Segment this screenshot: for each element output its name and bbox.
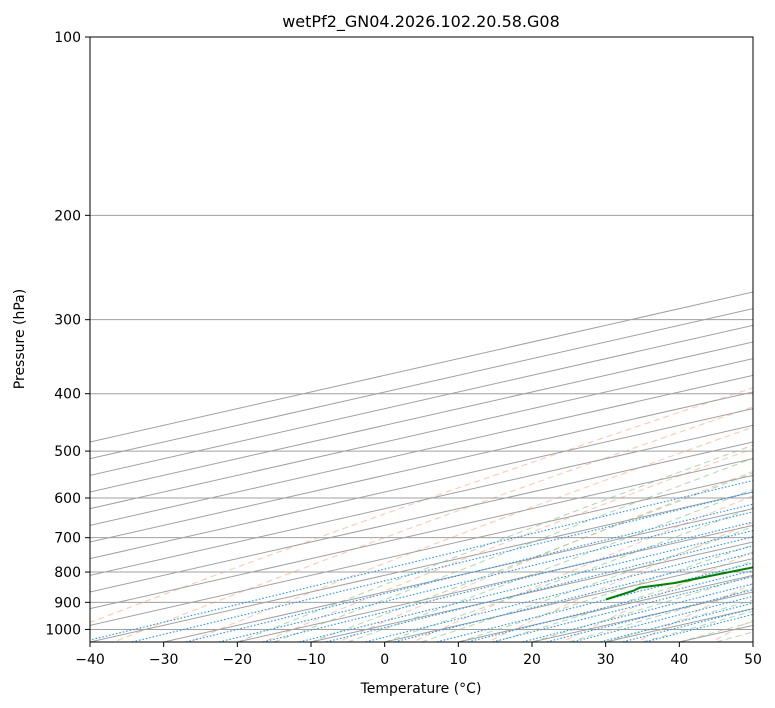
moist-adiabat — [421, 526, 753, 642]
y-tick-label: 500 — [54, 444, 81, 460]
x-tick-label: −30 — [149, 652, 179, 668]
isotherm — [384, 558, 753, 642]
moist-adiabat — [568, 587, 753, 642]
isotherm — [90, 308, 753, 460]
isotherm — [90, 374, 753, 526]
isotherm — [90, 408, 753, 560]
y-tick-label: 100 — [54, 30, 81, 46]
y-tick-label: 800 — [54, 565, 81, 581]
mixing-ratio-line — [544, 589, 753, 642]
moist-adiabat — [716, 631, 753, 642]
moist-adiabat — [237, 444, 753, 642]
isotherm — [237, 524, 753, 642]
isotherm — [163, 508, 753, 642]
mixing-ratio-line — [519, 583, 753, 642]
mixing-ratio-line — [323, 536, 753, 642]
x-tick-label: −20 — [223, 652, 253, 668]
x-tick-label: 20 — [523, 652, 541, 668]
x-tick-label: 10 — [449, 652, 467, 668]
x-axis-label: Temperature (°C) — [360, 681, 482, 697]
y-tick-label: 600 — [54, 491, 81, 507]
y-axis: 100 200 300 400 500 600 700 800 900 1000 — [45, 30, 90, 638]
mixing-ratio-line — [490, 575, 753, 642]
dry-adiabat — [112, 406, 753, 642]
x-tick-label: 30 — [597, 652, 615, 668]
mixing-ratio-line — [434, 562, 753, 642]
x-tick-label: −40 — [75, 652, 105, 668]
isotherm — [90, 458, 753, 610]
y-tick-label: 900 — [54, 595, 81, 611]
isotherm — [90, 491, 753, 642]
isotherm — [531, 591, 753, 642]
mixing-ratio-line — [260, 521, 753, 642]
plot-area — [90, 37, 753, 642]
y-tick-label: 300 — [54, 313, 81, 329]
moist-adiabat — [531, 574, 753, 642]
y-tick-label: 1000 — [45, 622, 81, 638]
isotherm — [90, 341, 753, 493]
dry-adiabat — [561, 550, 753, 642]
y-tick-label: 400 — [54, 387, 81, 403]
isotherm — [90, 291, 753, 443]
isotherm — [90, 474, 753, 626]
y-tick-label: 700 — [54, 531, 81, 547]
dry-adiabat — [411, 495, 753, 642]
isotherm — [90, 391, 753, 543]
moist-adiabat — [384, 506, 753, 642]
x-tick-label: 40 — [670, 652, 688, 668]
mixing-ratio-line — [183, 503, 753, 642]
dewpoint-line — [605, 566, 753, 601]
moist-adiabat — [495, 560, 753, 642]
isotherm — [90, 358, 753, 510]
mixing-ratio-line — [570, 595, 753, 642]
moist-adiabat — [642, 610, 753, 642]
mixing-ratio-line — [129, 491, 753, 642]
isotherm — [90, 441, 753, 593]
moist-adiabat — [347, 488, 753, 642]
chart-title: wetPf2_GN04.2026.102.20.58.G08 — [282, 12, 560, 32]
mixing-ratio-line — [216, 511, 753, 642]
moist-adiabat — [310, 472, 753, 642]
isotherm — [90, 324, 753, 476]
x-tick-label: 0 — [380, 652, 389, 668]
x-tick-label: −10 — [296, 652, 326, 668]
isotherm — [752, 641, 753, 642]
dry-adiabat — [262, 448, 753, 642]
y-axis-label: Pressure (hPa) — [12, 289, 28, 389]
dry-adiabat — [90, 387, 753, 623]
isotherm — [90, 424, 753, 576]
y-tick-label: 200 — [54, 208, 81, 224]
plot-frame — [89, 36, 754, 643]
x-tick-label: 50 — [744, 652, 762, 668]
mixing-ratio-line — [465, 569, 753, 642]
mixing-ratio-line — [90, 479, 753, 641]
x-axis: −40 −30 −20 −10 0 10 20 30 40 50 — [75, 642, 762, 668]
moist-adiabat — [274, 457, 753, 642]
dry-adiabat — [710, 619, 753, 642]
